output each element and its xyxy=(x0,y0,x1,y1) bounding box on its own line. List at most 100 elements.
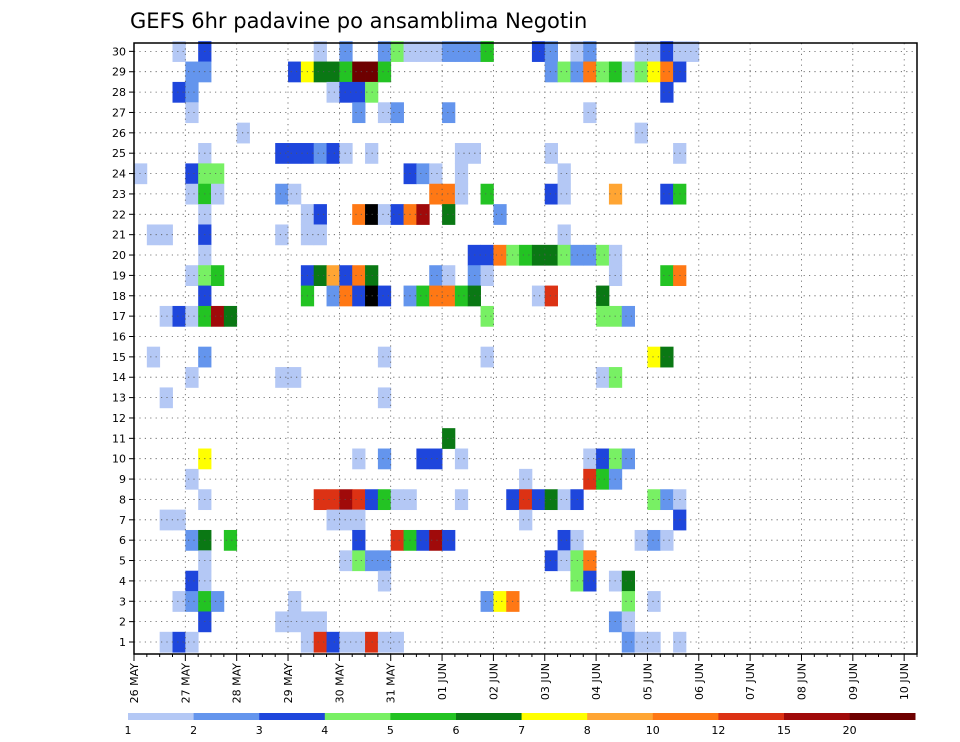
heatmap-cell xyxy=(185,61,199,83)
heatmap-cell xyxy=(390,102,404,124)
heatmap-cell xyxy=(352,631,366,653)
heatmap-cell xyxy=(377,41,392,62)
heatmap-cell xyxy=(185,570,199,592)
heatmap-cell xyxy=(390,489,404,511)
heatmap-cell xyxy=(223,305,238,327)
y-tick-label: 13 xyxy=(112,392,126,405)
heatmap-cell xyxy=(326,509,340,531)
heatmap-cell xyxy=(480,244,494,266)
heatmap-cell xyxy=(288,61,302,83)
heatmap-cell xyxy=(377,570,392,592)
heatmap-cell xyxy=(596,448,610,470)
heatmap-cell xyxy=(377,387,392,409)
heatmap-cell xyxy=(647,41,661,62)
heatmap-cell xyxy=(647,529,661,551)
colorbar-label: 12 xyxy=(711,724,725,737)
heatmap-cell xyxy=(275,611,289,633)
heatmap-cell xyxy=(352,102,366,124)
y-tick-label: 2 xyxy=(119,616,126,629)
heatmap-cell xyxy=(390,41,404,62)
heatmap-cell xyxy=(211,163,225,185)
colorbar-label: 20 xyxy=(843,724,857,737)
heatmap-cell xyxy=(660,81,674,103)
heatmap-cell xyxy=(146,224,161,246)
heatmap-cell xyxy=(159,631,173,653)
heatmap-cell xyxy=(352,204,366,225)
y-tick-label: 24 xyxy=(112,168,126,181)
heatmap-cell xyxy=(288,367,302,388)
x-tick-label: 03 JUN xyxy=(539,663,552,700)
heatmap-cell xyxy=(660,183,674,205)
heatmap-cell xyxy=(442,183,456,205)
heatmap-cell xyxy=(480,183,494,205)
heatmap-cell xyxy=(442,102,456,124)
heatmap-cell xyxy=(583,570,597,592)
y-tick-label: 18 xyxy=(112,290,126,303)
heatmap-cell xyxy=(634,631,648,653)
y-axis: 1234567891011121314151617181920212223242… xyxy=(112,45,134,649)
heatmap-cell xyxy=(390,529,404,551)
heatmap-cell xyxy=(519,244,533,266)
heatmap-cell xyxy=(339,550,353,572)
x-tick-label: 28 MAY xyxy=(231,663,244,704)
heatmap-cell xyxy=(211,183,225,205)
y-tick-label: 14 xyxy=(112,371,126,384)
y-tick-label: 4 xyxy=(119,575,126,588)
heatmap-cell xyxy=(519,489,533,511)
heatmap-cell xyxy=(172,305,186,327)
heatmap-cell xyxy=(531,285,546,307)
heatmap-cell xyxy=(519,468,533,490)
heatmap-cell xyxy=(159,224,173,246)
heatmap-cell xyxy=(621,631,636,653)
heatmap-cell xyxy=(544,41,558,62)
heatmap-cell xyxy=(416,41,430,62)
heatmap-cell xyxy=(185,81,199,103)
colorbar-label: 10 xyxy=(646,724,660,737)
heatmap-cell xyxy=(313,611,327,633)
heatmap-cell xyxy=(313,143,327,164)
heatmap-cell xyxy=(377,631,392,653)
heatmap-cell xyxy=(377,204,392,225)
heatmap-cell xyxy=(660,489,674,511)
heatmap-cell xyxy=(339,81,353,103)
heatmap-cell xyxy=(352,529,366,551)
colorbar-swatch xyxy=(652,713,719,720)
heatmap-cell xyxy=(288,143,302,164)
heatmap-cells xyxy=(134,41,700,653)
colorbar-label: 6 xyxy=(453,724,460,737)
x-tick-label: 09 JUN xyxy=(847,663,860,700)
x-tick-label: 30 MAY xyxy=(333,663,346,704)
heatmap-cell xyxy=(429,183,443,205)
heatmap-cell xyxy=(583,550,597,572)
heatmap-cell xyxy=(557,529,571,551)
heatmap-cell xyxy=(377,61,392,83)
y-tick-label: 11 xyxy=(112,432,126,445)
heatmap-cell xyxy=(288,611,302,633)
colorbar-swatch xyxy=(456,713,522,720)
y-tick-label: 9 xyxy=(119,473,126,486)
heatmap-cell xyxy=(647,591,661,612)
heatmap-cell xyxy=(429,265,443,286)
heatmap-cell xyxy=(583,244,597,266)
heatmap-cell xyxy=(660,265,674,286)
heatmap-cell xyxy=(596,468,610,490)
heatmap-cell xyxy=(660,529,674,551)
heatmap-cell xyxy=(583,102,597,124)
heatmap-cell xyxy=(493,204,507,225)
heatmap-cell xyxy=(647,346,661,368)
heatmap-cell xyxy=(480,591,494,612)
heatmap-cell xyxy=(313,41,327,62)
y-tick-label: 12 xyxy=(112,412,126,425)
colorbar-label: 4 xyxy=(321,724,328,737)
heatmap-cell xyxy=(134,163,148,185)
heatmap-cell xyxy=(454,41,469,62)
heatmap-cell xyxy=(454,183,469,205)
heatmap-cell xyxy=(352,509,366,531)
colorbar-label: 7 xyxy=(518,724,525,737)
heatmap-cell xyxy=(185,183,199,205)
heatmap-cell xyxy=(172,41,186,62)
heatmap-cell xyxy=(647,489,661,511)
heatmap-cell xyxy=(544,489,558,511)
heatmap-cell xyxy=(172,81,186,103)
